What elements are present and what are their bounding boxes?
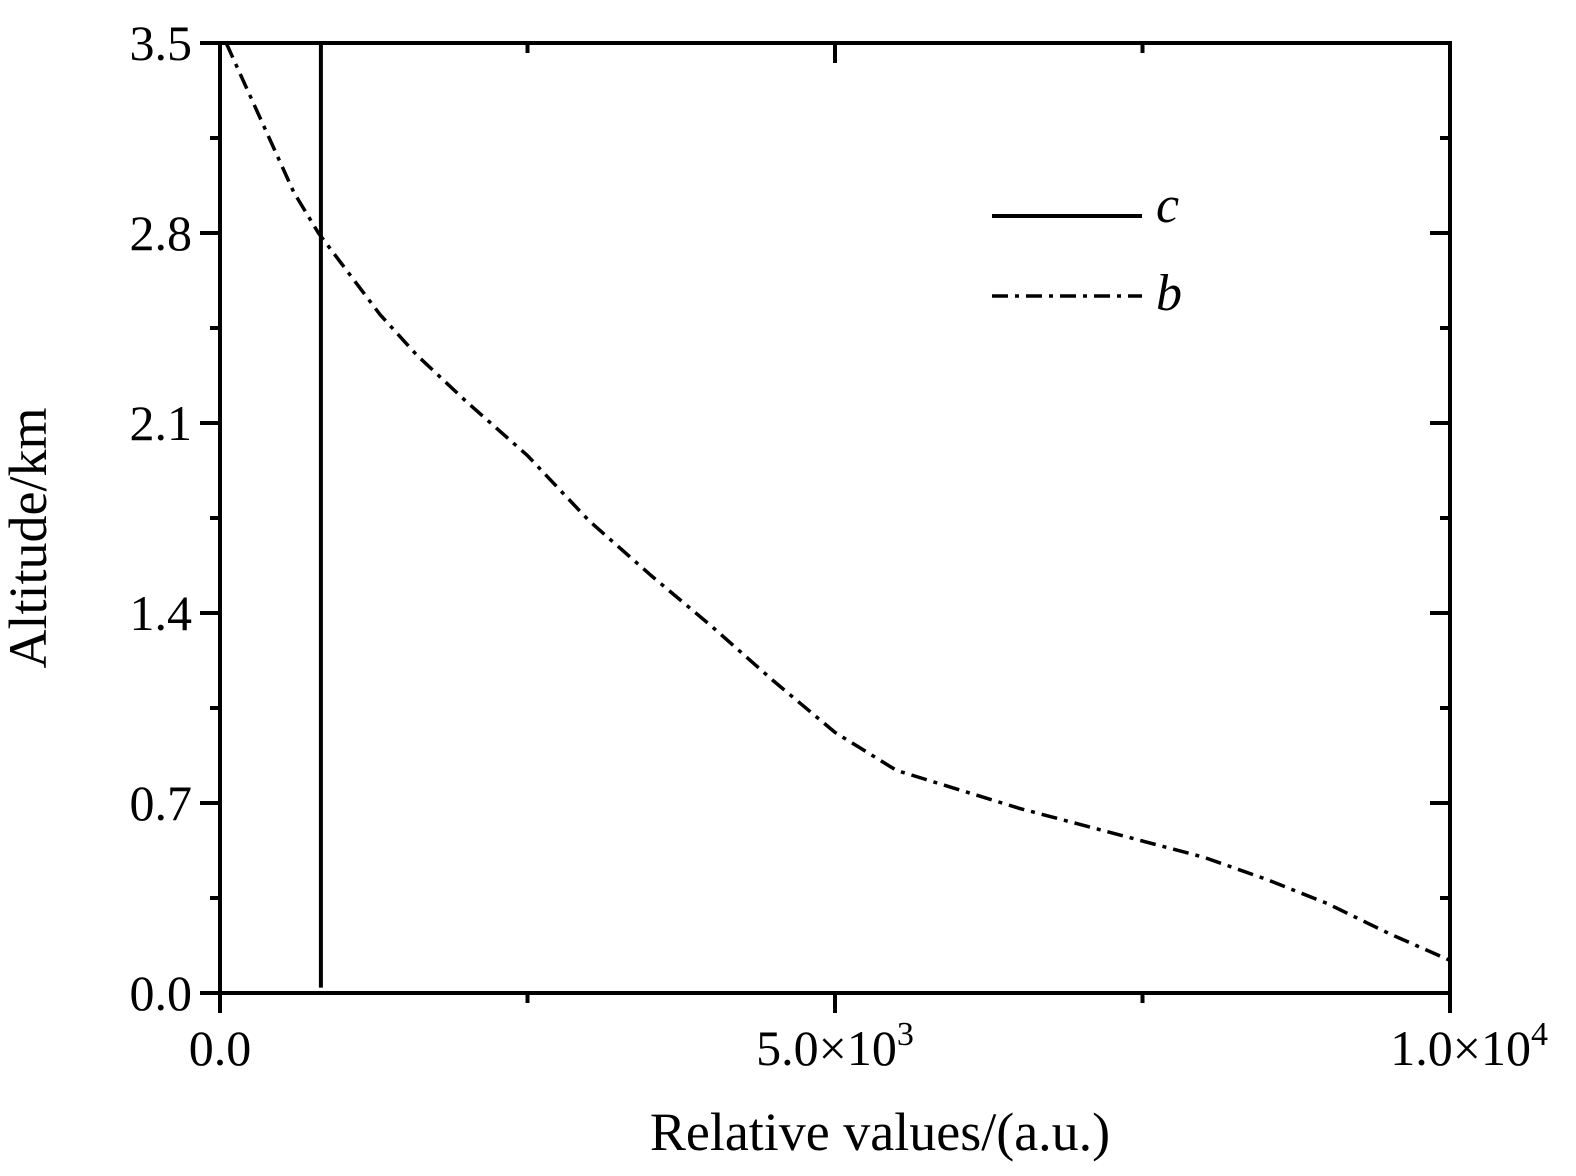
plot-frame — [218, 41, 1452, 995]
legend: c b — [992, 177, 1182, 322]
x-axis-title: Relative values/(a.u.) — [650, 1102, 1110, 1162]
legend-label-c: c — [1156, 177, 1179, 234]
legend-label-b: b — [1156, 265, 1182, 322]
series-layer — [224, 42, 1451, 988]
y-tick-label: 0.0 — [130, 965, 193, 1021]
y-tick-label: 0.7 — [130, 775, 193, 831]
y-tick-label: 3.5 — [130, 15, 193, 71]
y-tick-labels: 0.0 0.7 1.4 2.1 2.8 3.5 — [130, 15, 193, 1021]
minor-ticks — [210, 43, 1450, 1003]
y-axis-title: Altitude/km — [0, 408, 58, 669]
x-tick-label: 0.0 — [189, 1020, 252, 1076]
x-tick-label: 5.0×103 — [756, 1016, 914, 1076]
y-tick-label: 2.8 — [130, 205, 193, 261]
series-line-b — [224, 42, 1451, 963]
x-tick-labels: 0.0 5.0×103 1.0×104 — [189, 1016, 1548, 1076]
y-tick-label: 1.4 — [130, 585, 193, 641]
x-tick-label: 1.0×104 — [1390, 1016, 1548, 1076]
major-ticks — [200, 41, 1452, 1013]
y-tick-label: 2.1 — [130, 395, 193, 451]
